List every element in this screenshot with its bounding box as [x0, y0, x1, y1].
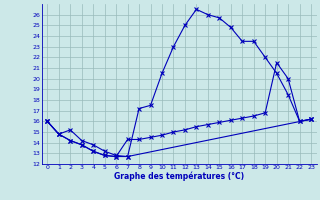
X-axis label: Graphe des températures (°C): Graphe des températures (°C): [114, 172, 244, 181]
